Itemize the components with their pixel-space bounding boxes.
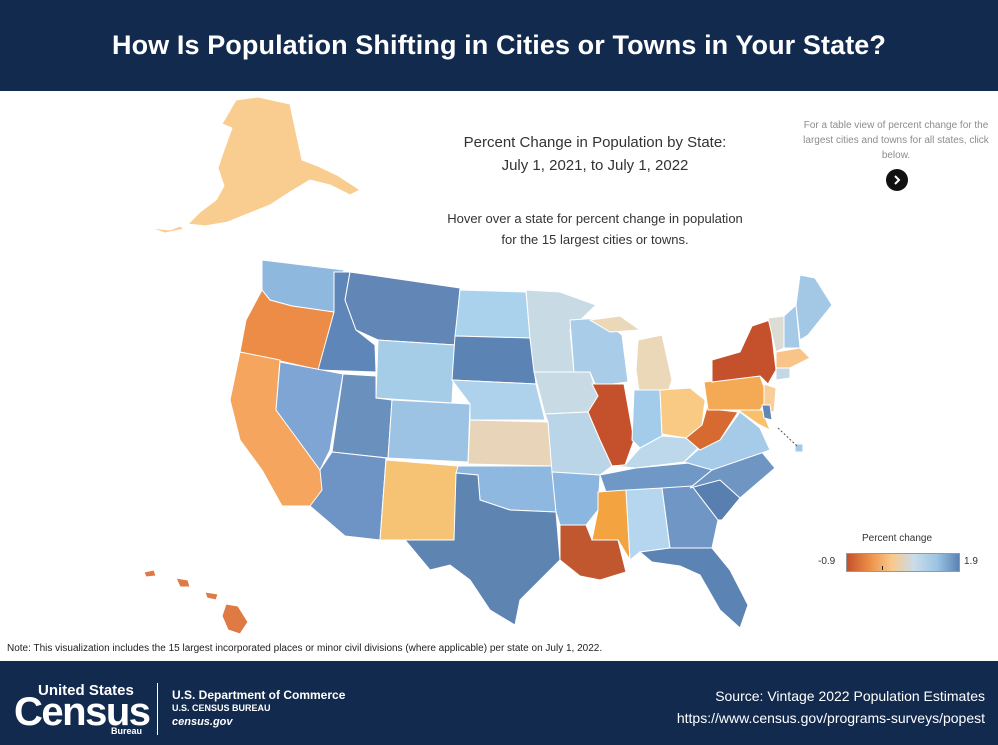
legend-title: Percent change — [862, 533, 933, 544]
map-title-line-1: Percent Change in Population by State: — [463, 134, 727, 151]
state-fl[interactable] — [638, 547, 749, 629]
state-ny[interactable] — [711, 319, 777, 385]
state-wy[interactable] — [375, 339, 456, 404]
state-dc[interactable] — [794, 443, 804, 453]
hover-line-2: for the 15 largest cities or towns. — [501, 232, 689, 247]
state-ks[interactable] — [467, 419, 553, 467]
state-mt[interactable] — [344, 271, 461, 346]
table-view-button[interactable] — [886, 169, 908, 191]
logo-united-states: United States — [38, 682, 134, 699]
census-site-link[interactable]: census.gov — [172, 716, 233, 728]
state-ma[interactable] — [775, 347, 811, 369]
state-tx[interactable] — [403, 472, 561, 626]
dc-leader-line — [777, 427, 798, 447]
legend-zero-tick — [882, 566, 883, 570]
state-hi[interactable] — [143, 569, 249, 635]
state-ct[interactable] — [775, 367, 791, 381]
footer-banner — [0, 661, 998, 745]
arrow-right-icon — [894, 175, 901, 185]
map-title-line-2: July 1, 2021, to July 1, 2022 — [501, 157, 689, 174]
legend-gradient — [846, 553, 960, 572]
state-ak-islands — [149, 225, 186, 234]
state-nd[interactable] — [454, 289, 531, 339]
footer-divider — [157, 683, 158, 735]
logo-census: Census — [14, 690, 151, 734]
state-ne[interactable] — [450, 379, 546, 421]
state-sd[interactable] — [451, 335, 537, 385]
logo-bureau: Bureau — [111, 726, 143, 736]
state-de[interactable] — [761, 404, 773, 421]
page-title: How Is Population Shifting in Cities or … — [111, 30, 886, 60]
hover-line-1: Hover over a state for percent change in… — [447, 211, 743, 226]
legend-min-label: -0.9 — [818, 556, 836, 567]
hover-instruction: Hover over a state for percent change in… — [420, 208, 770, 250]
state-ak[interactable] — [186, 96, 362, 227]
map-title: Percent Change in Population by State: J… — [430, 131, 760, 177]
state-ga[interactable] — [661, 485, 719, 549]
state-ia[interactable] — [533, 371, 599, 415]
state-ar[interactable] — [551, 471, 601, 526]
state-wv[interactable] — [685, 403, 739, 451]
state-co[interactable] — [387, 399, 471, 463]
state-nh[interactable] — [783, 303, 801, 349]
state-nm[interactable] — [379, 459, 459, 541]
state-la[interactable] — [559, 524, 627, 581]
state-md[interactable] — [736, 409, 771, 432]
source-text: Source: Vintage 2022 Population Estimate… — [715, 688, 985, 704]
department-name: U.S. Department of Commerce — [172, 688, 346, 702]
bureau-name: U.S. CENSUS BUREAU — [172, 703, 271, 713]
footnote: Note: This visualization includes the 15… — [7, 643, 603, 654]
table-view-note: For a table view of percent change for t… — [803, 120, 989, 161]
legend-max-label: 1.9 — [964, 556, 978, 567]
title-banner: How Is Population Shifting in Cities or … — [0, 0, 998, 91]
source-url-link[interactable]: https://www.census.gov/programs-surveys/… — [676, 710, 985, 726]
state-nv[interactable] — [275, 361, 344, 471]
state-me[interactable] — [795, 274, 833, 341]
